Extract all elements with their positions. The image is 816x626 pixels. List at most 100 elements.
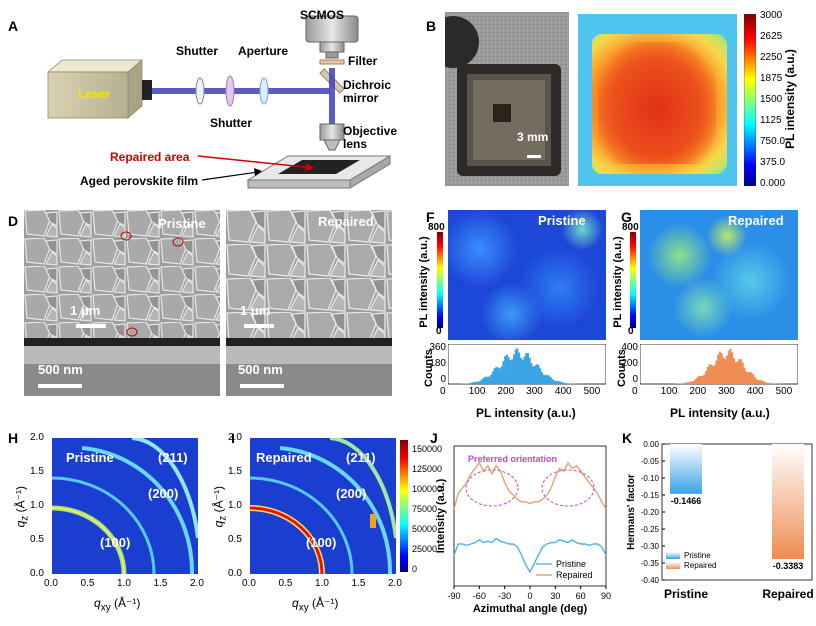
giwaxs-i-title: Repaired <box>256 450 312 465</box>
annotation-text: Preferred orientation <box>468 454 557 464</box>
panel-label-d: D <box>8 213 19 229</box>
giwaxs-h-peak-211: (211) <box>158 450 188 465</box>
y-tick-label: -0.10 <box>641 474 660 483</box>
pl-map-repaired-title: Repaired <box>728 213 784 228</box>
histogram-bar <box>734 362 737 384</box>
histogram-bar <box>569 383 572 384</box>
histogram-bar <box>477 381 480 384</box>
pl-colorbar-title: PL intensity (a.u.) <box>783 49 797 149</box>
giwaxs-h-ytick: 1.5 <box>30 466 44 477</box>
histogram-bar <box>502 361 505 384</box>
histogram-bar <box>523 356 526 384</box>
giwaxs-h-xtick: 0.0 <box>44 578 58 589</box>
y-tick-label: -0.40 <box>641 576 660 585</box>
histogram-bar <box>521 359 524 384</box>
colorbar-c-tick: 375.0 <box>760 157 786 168</box>
giwaxs-i-ytick: 0.0 <box>228 568 242 579</box>
histogram-bar <box>537 364 540 384</box>
histogram-bar <box>731 352 734 384</box>
histogram-bar <box>764 382 767 384</box>
panel-label-b: B <box>426 18 437 34</box>
repaired-area-label: Repaired area <box>110 150 190 164</box>
colorbar-c-tick: 1125 <box>760 115 782 126</box>
histogram-bar <box>532 366 535 384</box>
pl-f-cbar-title: PL intensity (a.u.) <box>418 236 430 328</box>
legend-label: Repaired <box>556 570 593 580</box>
histogram-bar <box>535 364 538 384</box>
histogram-repaired <box>640 344 798 385</box>
panel-label-h: H <box>8 430 19 446</box>
cbar-g-min: 0 <box>628 326 634 337</box>
histogram-bar <box>722 357 725 384</box>
bar-pristine <box>670 444 702 494</box>
dichroic-mirror-label: Dichroic mirror <box>343 78 392 105</box>
giwaxs-h-peak-100: (100) <box>100 535 131 550</box>
aperture-optic <box>225 75 235 107</box>
histogram-bar <box>504 356 507 384</box>
histogram-bar <box>701 375 704 384</box>
bar-value-label: -0.1466 <box>671 496 702 506</box>
pl-map-repaired <box>640 210 798 340</box>
histogram-bar <box>465 383 468 384</box>
histogram-bar <box>549 377 552 384</box>
giwaxs-h-ytick: 0.0 <box>30 568 44 579</box>
sem-repaired-scale-bottom: 500 nm <box>238 362 283 377</box>
shutter-2-optic <box>259 77 269 105</box>
hist-ytick: 0 <box>440 374 446 385</box>
panel-label-g: G <box>621 209 632 225</box>
hist-xtick: 400 <box>554 386 572 397</box>
shutter-2-label: Shutter <box>210 116 252 130</box>
y-tick-label: -0.25 <box>641 525 660 534</box>
histogram-bar <box>692 380 695 384</box>
histogram-bar <box>719 351 721 384</box>
hist-xtick: 300 <box>718 386 735 397</box>
histogram-bar <box>497 367 500 384</box>
sem-repaired <box>226 210 392 396</box>
legend-label: Repaired <box>684 561 716 570</box>
giwaxs-i-xtick: 0.0 <box>242 578 256 589</box>
sem-repaired-scale-top: 1 μm <box>240 303 271 318</box>
giwaxs-i-xlabel: qxy (Å⁻¹) <box>292 596 339 614</box>
histogram-bar <box>717 354 720 384</box>
histogram-bar <box>752 374 755 384</box>
giwaxs-cbar-tick: 50000 <box>412 524 438 534</box>
shutter-1-optic <box>195 77 205 105</box>
giwaxs-i-ylabel: qz (Å⁻¹) <box>211 486 229 528</box>
histogram-bar <box>525 353 528 384</box>
hist-ytick: 0 <box>632 374 638 385</box>
legend-label: Pristine <box>556 559 586 569</box>
histogram-bar <box>469 383 472 384</box>
giwaxs-i-xtick: 1.0 <box>315 578 329 589</box>
giwaxs-i-xtick: 1.5 <box>351 578 366 589</box>
sem-repaired-title: Repaired <box>318 214 374 229</box>
histogram-pristine <box>448 344 606 385</box>
x-axis-label: Azimuthal angle (deg) <box>473 603 588 615</box>
histogram-bar <box>682 383 685 384</box>
histogram-bar <box>484 376 487 384</box>
histogram-bar <box>493 368 496 384</box>
histogram-bar <box>757 379 760 384</box>
sem-pristine-scale-bottom: 500 nm <box>38 362 83 377</box>
giwaxs-i-ytick: 1.5 <box>228 466 242 477</box>
pl-colorbar-repaired <box>630 232 636 328</box>
histogram-bar <box>467 383 470 384</box>
histogram-bar <box>565 383 568 384</box>
giwaxs-h-ytick: 1.0 <box>30 500 44 511</box>
histogram-bar <box>486 376 489 384</box>
histogram-bar <box>518 352 521 384</box>
histogram-bar <box>562 382 565 384</box>
histogram-bar <box>703 374 706 384</box>
preferred-orientation-ellipse <box>541 469 595 507</box>
panel-label-k: K <box>622 430 633 446</box>
optical-setup-diagram <box>46 15 392 189</box>
preferred-orientation-ellipse <box>465 469 519 507</box>
giwaxs-i-peak-100: (100) <box>306 535 337 550</box>
histogram-bar <box>711 365 714 384</box>
hist-f-xlabel: PL intensity (a.u.) <box>476 406 576 420</box>
histogram-bar <box>741 362 744 384</box>
histogram-bar <box>715 360 718 384</box>
histogram-bar <box>541 372 543 384</box>
histogram-bar <box>470 382 473 384</box>
histogram-bar <box>563 383 566 384</box>
histogram-bar <box>553 380 556 384</box>
